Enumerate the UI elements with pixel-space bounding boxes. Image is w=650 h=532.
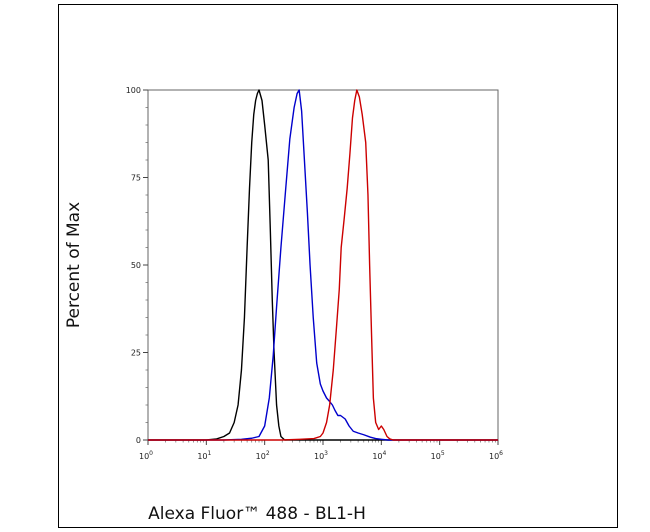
y-axis-ticks: 0 25 50 75 100 [126, 86, 148, 445]
y-tick-label: 0 [136, 436, 141, 445]
x-tick-label: 102 [256, 450, 270, 461]
series-line-3 [148, 89, 498, 441]
series-line-2 [148, 89, 498, 441]
series-lines [148, 89, 498, 441]
y-axis-title: Percent of Max [64, 202, 84, 328]
x-axis-ticks: 100 101 102 103 104 105 106 [139, 440, 503, 461]
histogram-chart: 100 101 102 103 104 105 106 0 25 50 75 100 Alexa F… [64, 86, 503, 524]
x-tick-label: 105 [431, 450, 445, 461]
x-tick-label: 100 [139, 450, 153, 461]
x-tick-label: 101 [197, 450, 211, 461]
y-tick-label: 75 [131, 174, 141, 183]
series-line-1 [148, 89, 498, 441]
y-tick-label: 25 [131, 349, 141, 358]
y-tick-label: 100 [126, 86, 141, 95]
plot-area [147, 89, 499, 441]
x-tick-label: 106 [489, 450, 503, 461]
chart-frame: 100 101 102 103 104 105 106 0 25 50 75 100 Alexa F… [58, 4, 618, 528]
x-tick-label: 103 [314, 450, 328, 461]
y-tick-label: 50 [131, 261, 141, 270]
x-axis-title: Alexa Fluor™ 488 - BL1-H [148, 504, 366, 524]
x-tick-label: 104 [372, 450, 386, 461]
